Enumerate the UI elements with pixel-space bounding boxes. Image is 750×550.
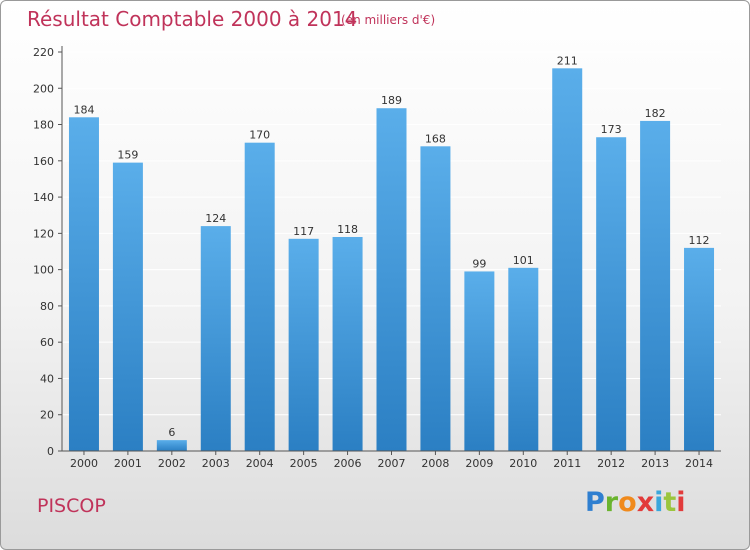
- data-label: 173: [601, 123, 622, 136]
- x-tick-label: 2010: [509, 457, 537, 470]
- x-tick-label: 2000: [70, 457, 98, 470]
- proxiti-logo: Proxiti: [585, 487, 686, 518]
- bar: [200, 226, 231, 451]
- data-label: 182: [645, 107, 666, 120]
- bar: [420, 146, 451, 452]
- y-tick-label: 200: [33, 82, 54, 95]
- y-tick-label: 80: [40, 300, 54, 313]
- bar: [156, 440, 187, 451]
- data-label: 189: [381, 94, 402, 107]
- data-label: 124: [205, 212, 226, 225]
- bar: [332, 236, 363, 451]
- bar: [508, 267, 539, 451]
- y-tick-label: 100: [33, 264, 54, 277]
- bar: [244, 142, 275, 451]
- y-tick-label: 140: [33, 191, 54, 204]
- y-tick-label: 120: [33, 227, 54, 240]
- data-label: 211: [557, 54, 578, 67]
- y-tick-label: 180: [33, 119, 54, 132]
- data-label: 159: [117, 149, 138, 162]
- x-tick-label: 2007: [378, 457, 406, 470]
- x-tick-label: 2006: [334, 457, 362, 470]
- x-tick-label: 2012: [597, 457, 625, 470]
- x-tick-label: 2014: [685, 457, 713, 470]
- y-tick-label: 20: [40, 409, 54, 422]
- y-tick-label: 40: [40, 372, 54, 385]
- x-tick-label: 2004: [246, 457, 274, 470]
- data-label: 168: [425, 132, 446, 145]
- x-tick-label: 2005: [290, 457, 318, 470]
- data-label: 101: [513, 254, 534, 267]
- bar: [640, 120, 671, 451]
- bar: [288, 238, 319, 451]
- bar: [376, 108, 407, 452]
- y-tick-label: 220: [33, 46, 54, 59]
- data-label: 99: [472, 257, 486, 270]
- x-tick-label: 2001: [114, 457, 142, 470]
- y-tick-label: 0: [47, 445, 54, 458]
- data-label: 117: [293, 225, 314, 238]
- bar: [68, 117, 99, 452]
- chart-title: Résultat Comptable 2000 à 2014: [27, 7, 358, 31]
- data-label: 118: [337, 223, 358, 236]
- x-tick-label: 2011: [553, 457, 581, 470]
- bar: [596, 137, 627, 451]
- chart-subtitle: (en milliers d'€): [341, 13, 436, 27]
- data-label: 170: [249, 129, 270, 142]
- data-label: 184: [73, 103, 94, 116]
- x-tick-label: 2002: [158, 457, 186, 470]
- y-tick-label: 60: [40, 336, 54, 349]
- commune-name: PISCOP: [37, 495, 106, 517]
- data-label: 112: [689, 234, 710, 247]
- bar: [112, 162, 143, 451]
- x-tick-label: 2003: [202, 457, 230, 470]
- bar: [684, 247, 715, 451]
- data-label: 6: [168, 426, 175, 439]
- y-tick-label: 160: [33, 155, 54, 168]
- x-tick-label: 2008: [421, 457, 449, 470]
- x-tick-label: 2013: [641, 457, 669, 470]
- x-tick-label: 2009: [465, 457, 493, 470]
- bar: [552, 68, 583, 451]
- bar: [464, 271, 495, 451]
